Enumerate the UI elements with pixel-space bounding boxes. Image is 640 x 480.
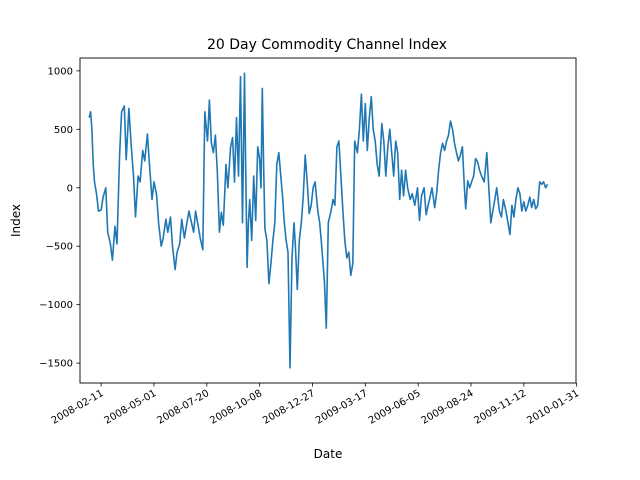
x-tick-label: 2008-10-08 <box>208 388 264 427</box>
y-tick-label: 1000 <box>48 66 73 77</box>
chart-title: 20 Day Commodity Channel Index <box>207 37 447 53</box>
x-tick-label: 2009-08-24 <box>420 388 476 427</box>
x-tick-label: 2008-02-11 <box>50 388 106 427</box>
x-tick-label: 2009-11-12 <box>472 388 528 427</box>
x-tick-label: 2008-05-01 <box>103 388 159 427</box>
y-tick-label: 0 <box>67 183 73 194</box>
y-axis: 1000 500 0 −500 −1000 −1500 <box>39 66 80 370</box>
y-tick-label: −1000 <box>39 300 73 311</box>
y-tick-label: −1500 <box>39 359 73 370</box>
cci-series-line <box>88 72 549 369</box>
y-axis-label: Index <box>9 204 23 237</box>
plot-area-frame <box>79 57 577 384</box>
x-axis: 2008-02-112008-05-012008-07-202008-10-08… <box>50 383 581 427</box>
y-tick-label: 500 <box>54 125 73 136</box>
x-tick-label: 2008-12-27 <box>261 388 317 427</box>
x-tick-label: 2009-03-17 <box>314 388 370 427</box>
x-tick-label: 2008-07-20 <box>155 388 211 427</box>
x-tick-label: 2010-01-31 <box>525 388 581 427</box>
y-tick-label: −500 <box>46 242 73 253</box>
x-tick-label: 2009-06-05 <box>367 388 423 427</box>
x-axis-label: Date <box>314 447 343 461</box>
